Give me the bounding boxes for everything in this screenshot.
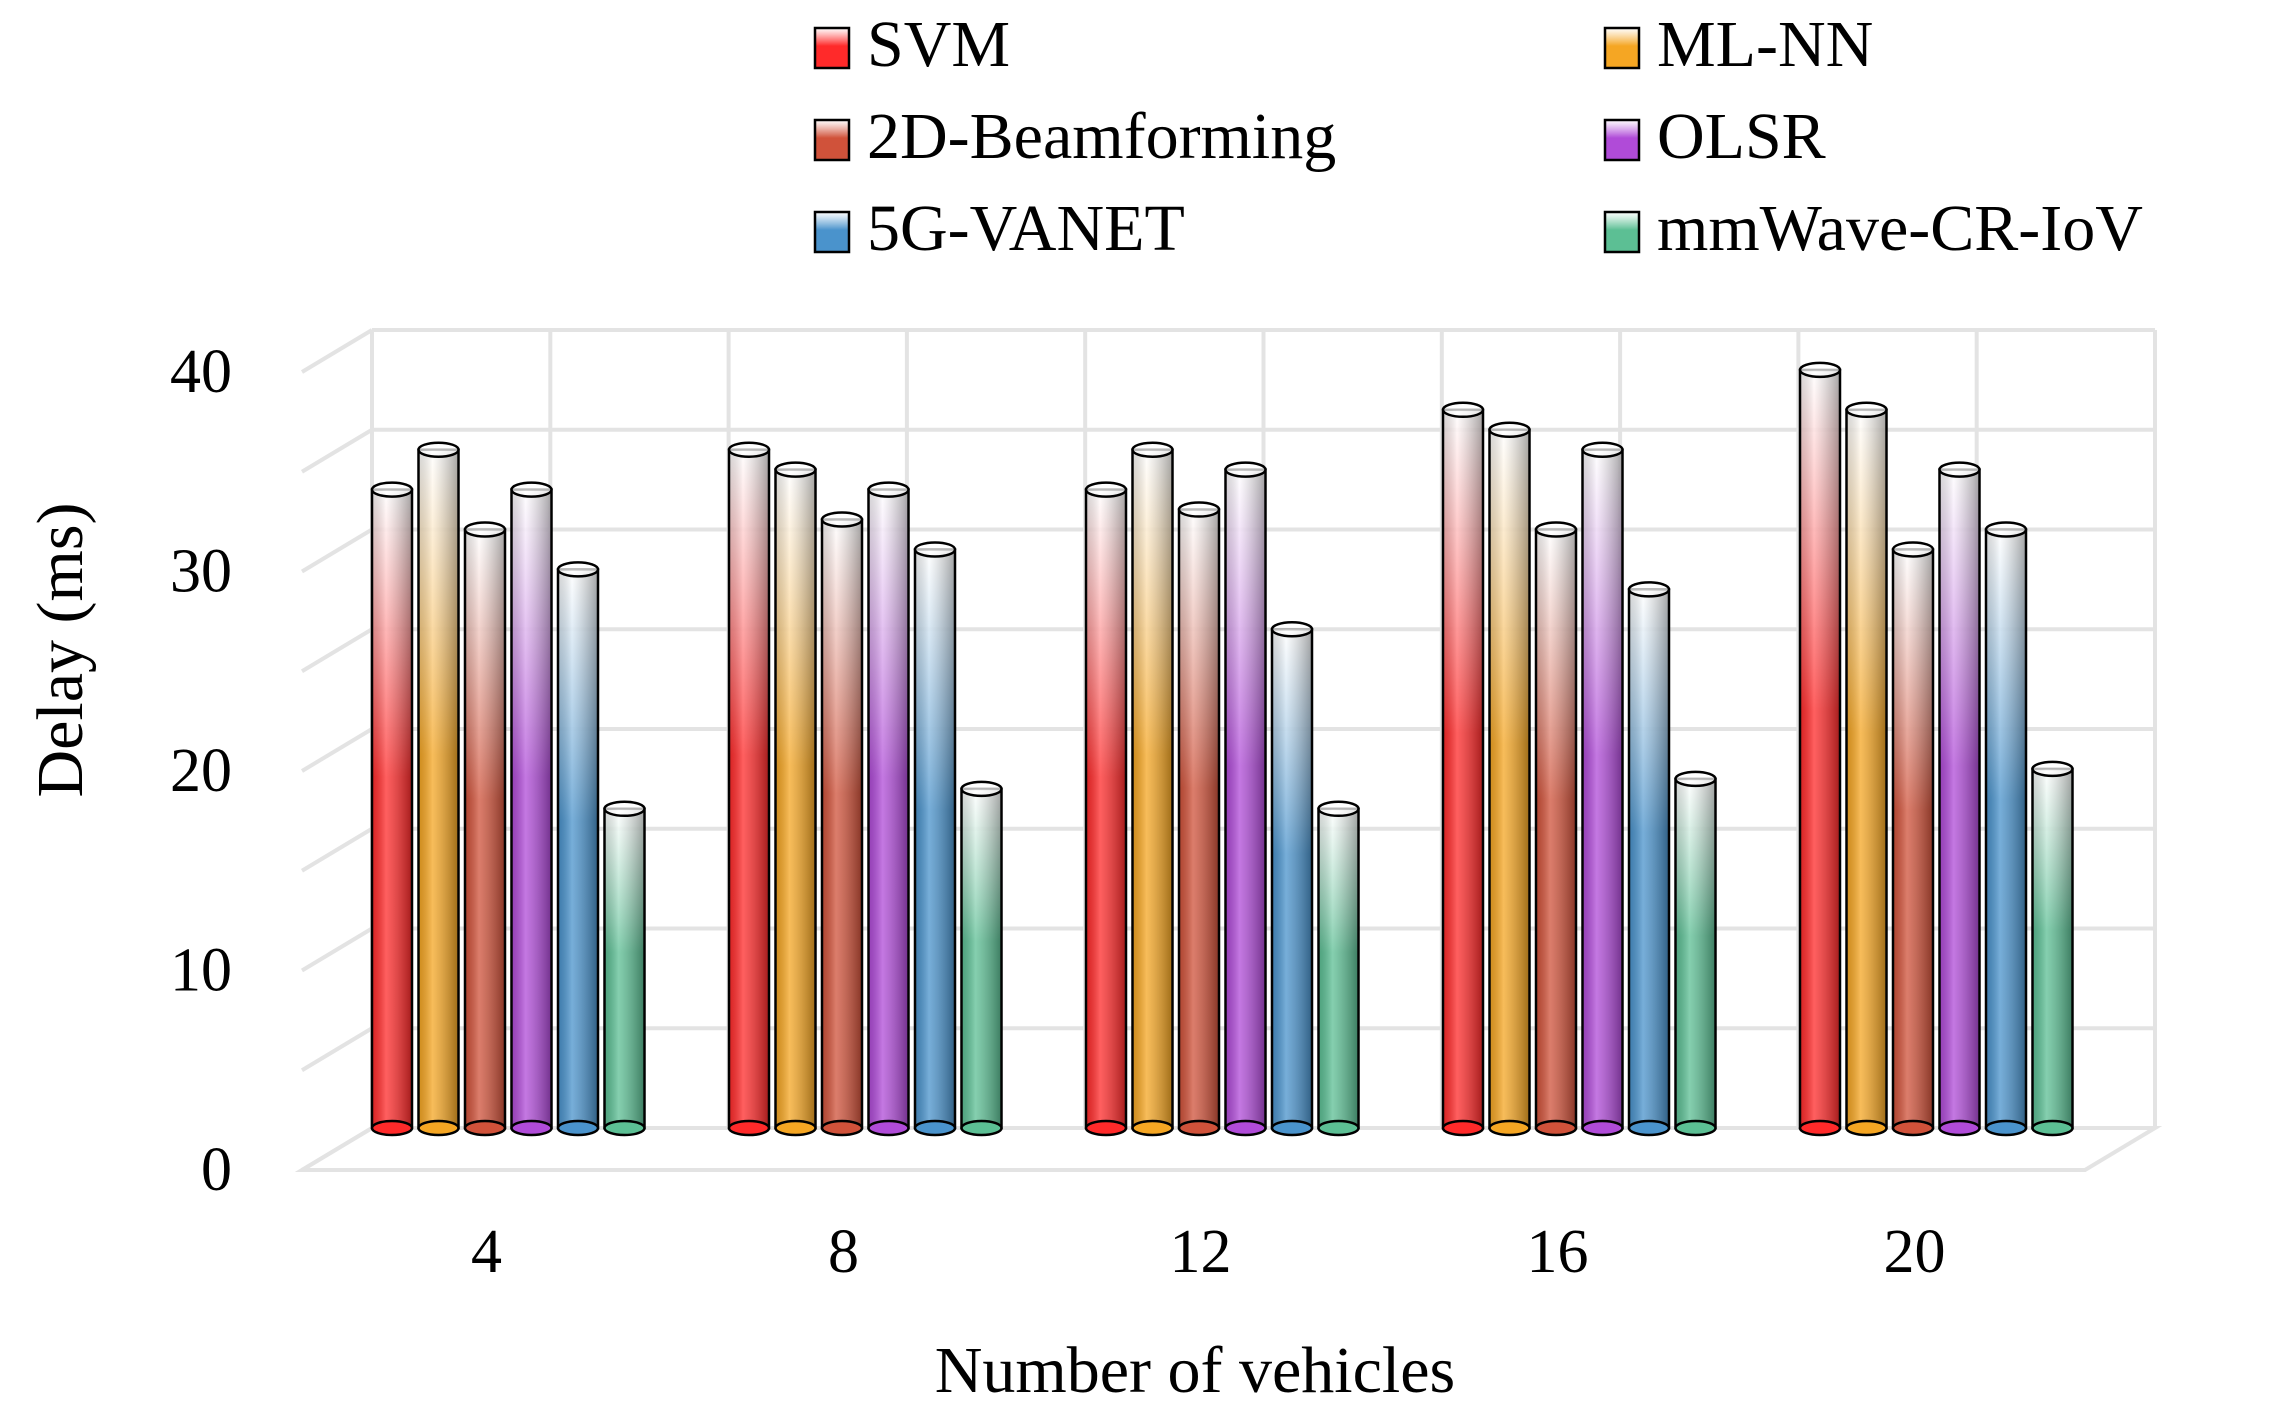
- bar-OLSR-4: [510, 481, 553, 1137]
- bar-5G-VANET-12: [1270, 621, 1314, 1137]
- bar-ML-NN-20: [1845, 401, 1888, 1137]
- bar-mmWave-CR-IoV-16: [1674, 770, 1717, 1137]
- bar-2D-Beamforming-12: [1177, 501, 1221, 1137]
- bar-mmWave-CR-IoV-8: [960, 780, 1003, 1137]
- bar-ML-NN-4: [417, 441, 460, 1137]
- bar-ML-NN-8: [774, 461, 817, 1137]
- bar-ML-NN-16: [1488, 421, 1531, 1137]
- bar-mmWave-CR-IoV-12: [1317, 800, 1360, 1137]
- y-tick-label: 40: [170, 338, 232, 406]
- gridline-side: [300, 827, 374, 873]
- y-axis-label: Delay (ms): [24, 502, 97, 797]
- x-axis-label: Number of vehicles: [935, 1334, 1456, 1407]
- bar-OLSR-16: [1581, 441, 1624, 1137]
- x-tick-label: 16: [1527, 1218, 1589, 1286]
- y-tick-labels: 0 10 20 30 40: [170, 338, 232, 1204]
- legend-item: SVM: [813, 8, 1010, 81]
- y-tick-label: 30: [170, 538, 232, 606]
- bar-SVM-16: [1441, 401, 1485, 1137]
- legend-item: mmWave-CR-IoV: [1603, 192, 2143, 265]
- bar-SVM-4: [370, 481, 414, 1137]
- gridline-side: [300, 1026, 374, 1072]
- legend-label: SVM: [867, 8, 1010, 81]
- bar-5G-VANET-4: [556, 561, 600, 1137]
- legend-swatch: [813, 210, 851, 254]
- x-tick-label: 4: [471, 1218, 502, 1286]
- bar-2D-Beamforming-4: [463, 521, 507, 1137]
- bar-OLSR-8: [867, 481, 910, 1137]
- bar-ML-NN-12: [1131, 441, 1174, 1137]
- x-tick-label: 20: [1884, 1218, 1946, 1286]
- bar-5G-VANET-20: [1984, 521, 2028, 1137]
- legend-label: OLSR: [1657, 100, 1826, 173]
- legend-item: OLSR: [1603, 100, 1826, 173]
- y-tick-label: 0: [201, 1136, 232, 1204]
- bar-OLSR-12: [1224, 461, 1267, 1137]
- gridline-side: [300, 727, 374, 773]
- bar-5G-VANET-16: [1627, 581, 1671, 1137]
- bar-2D-Beamforming-8: [820, 511, 864, 1137]
- x-tick-label: 12: [1170, 1218, 1232, 1286]
- legend-item: ML-NN: [1603, 8, 1873, 81]
- y-tick-label: 10: [170, 937, 232, 1005]
- bar-2D-Beamforming-20: [1891, 541, 1935, 1137]
- gridline-side: [300, 527, 374, 574]
- legend-swatch: [1603, 118, 1641, 162]
- x-tick-label: 8: [828, 1218, 859, 1286]
- legend: SVM ML-NN 2D-Beamforming OLSR 5G-VANET mmWave…: [813, 8, 2143, 265]
- legend-item: 5G-VANET: [813, 192, 1185, 265]
- bar-2D-Beamforming-16: [1534, 521, 1578, 1137]
- y-tick-label: 20: [170, 737, 232, 805]
- bar-5G-VANET-8: [913, 541, 957, 1137]
- bar-SVM-8: [727, 441, 771, 1137]
- legend-swatch: [813, 118, 851, 162]
- bar-OLSR-20: [1938, 461, 1981, 1137]
- legend-label: ML-NN: [1657, 8, 1873, 81]
- legend-label: 5G-VANET: [867, 192, 1185, 265]
- bar-SVM-20: [1798, 361, 1842, 1137]
- gridline-side: [300, 627, 374, 673]
- legend-swatch: [813, 26, 851, 70]
- bar-mmWave-CR-IoV-20: [2031, 760, 2074, 1137]
- gridline-side: [300, 926, 374, 973]
- gridline-side: [300, 428, 374, 474]
- bar-SVM-12: [1084, 481, 1128, 1137]
- legend-swatch: [1603, 210, 1641, 254]
- legend-label: mmWave-CR-IoV: [1657, 192, 2143, 265]
- bars: [370, 361, 2074, 1137]
- legend-label: 2D-Beamforming: [867, 100, 1336, 173]
- legend-item: 2D-Beamforming: [813, 100, 1336, 173]
- gridline-side: [300, 328, 374, 374]
- legend-swatch: [1603, 26, 1641, 70]
- x-tick-labels: 4 8 12 16 20: [471, 1218, 1946, 1286]
- bar-mmWave-CR-IoV-4: [603, 800, 646, 1137]
